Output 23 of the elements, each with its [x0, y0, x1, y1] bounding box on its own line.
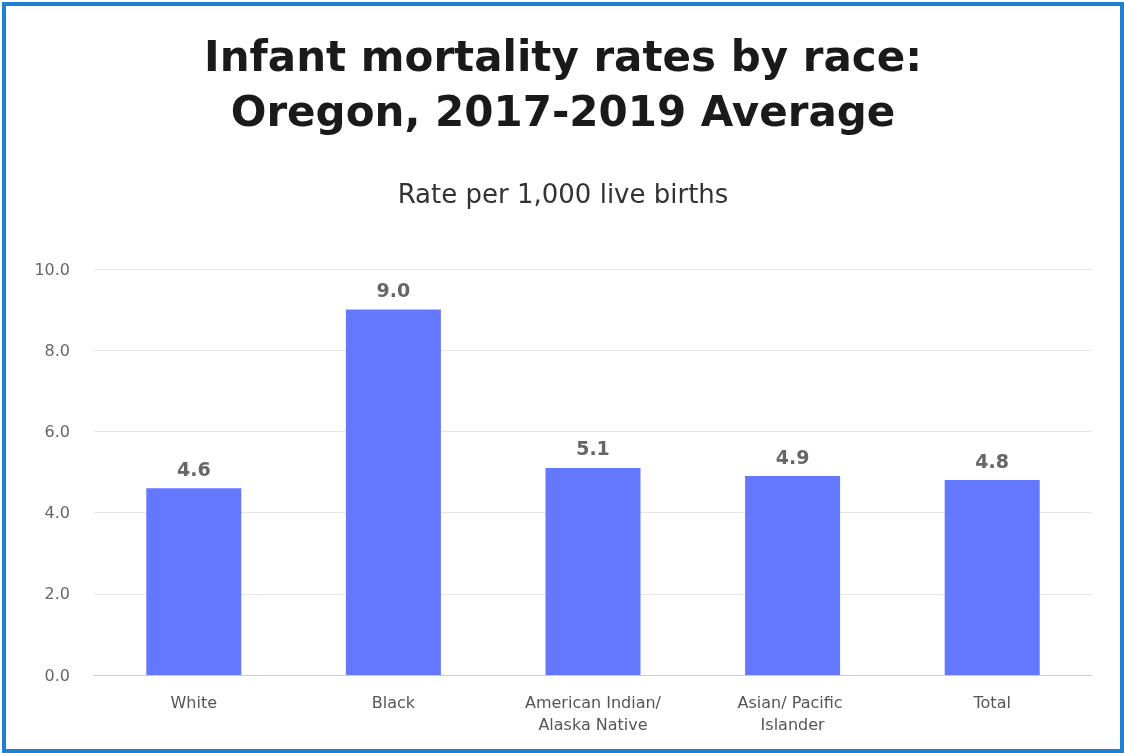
y-tick-label: 8.0	[44, 340, 70, 360]
x-tick-label: Asian/ Pacific Islander	[737, 692, 848, 734]
y-tick-label: 2.0	[44, 584, 70, 604]
data-label: 4.9	[775, 445, 810, 468]
bar	[345, 309, 441, 675]
x-tick-label: American Indian/Alaska Native	[524, 692, 662, 734]
y-tick-label: 6.0	[44, 421, 70, 441]
x-tick-label: White	[170, 692, 218, 712]
y-tick-label: 0.0	[44, 665, 70, 685]
bar	[146, 488, 242, 675]
data-label: 4.8	[975, 449, 1010, 472]
bar	[545, 467, 641, 675]
y-tick-label: 4.0	[44, 503, 70, 523]
chart-subtitle: Rate per 1,000 live births	[397, 179, 729, 209]
data-label: 5.1	[576, 437, 610, 460]
y-tick-label: 10.0	[34, 259, 70, 279]
bar	[745, 476, 841, 675]
data-label: 4.6	[176, 457, 211, 480]
chart-title: Infant mortality rates by race: Oregon, 2017-2019 Average	[204, 32, 922, 136]
bar	[944, 480, 1040, 675]
x-tick-label: Total	[972, 692, 1011, 712]
x-tick-label: Black	[371, 692, 416, 712]
data-label: 9.0	[376, 279, 411, 302]
